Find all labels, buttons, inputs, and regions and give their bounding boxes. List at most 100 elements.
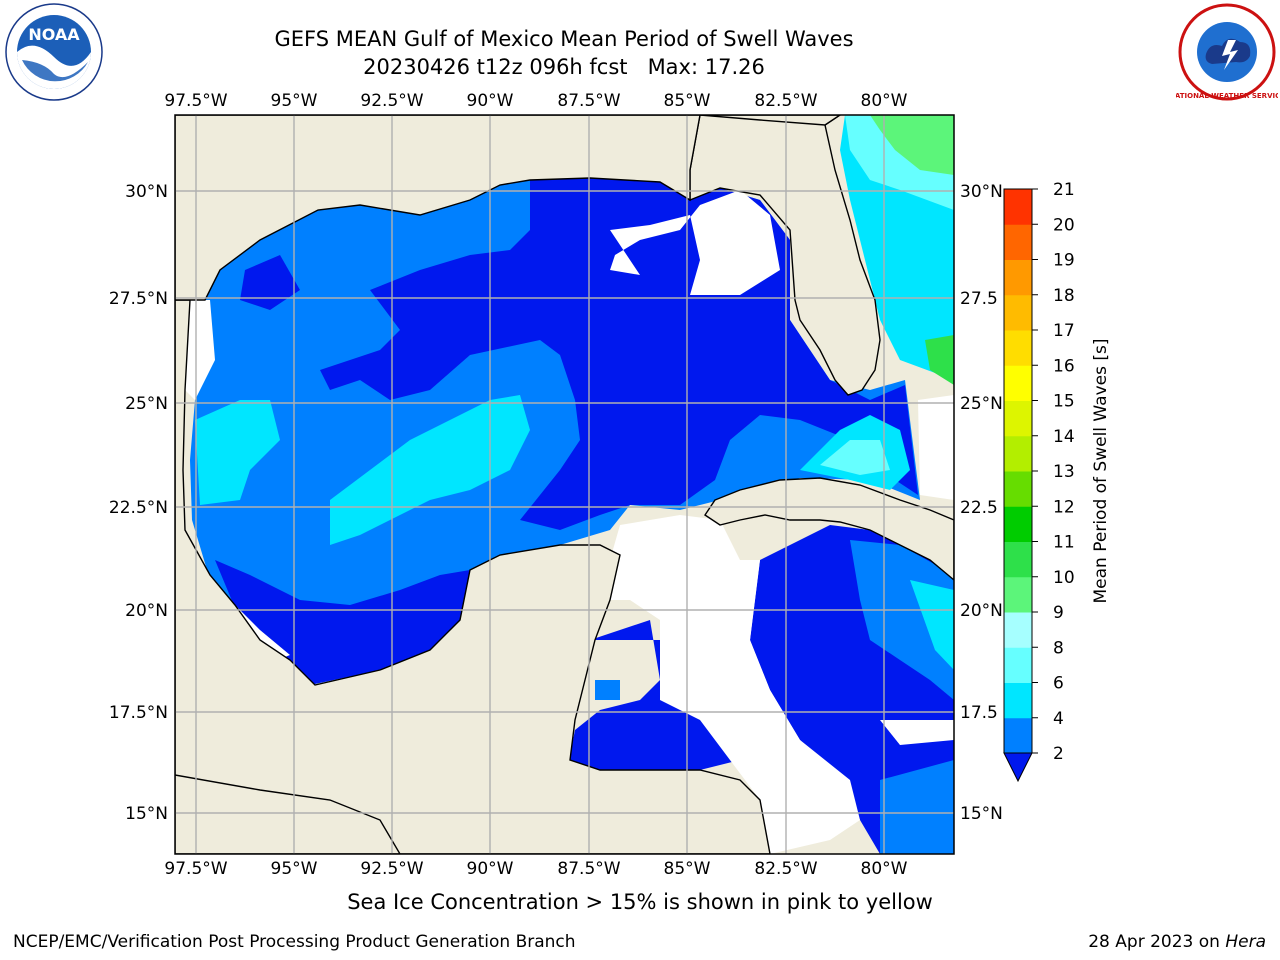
noaa-logo: NOAA	[5, 3, 103, 101]
nodata-caribbean	[880, 720, 954, 745]
graticule	[175, 115, 954, 854]
lat-label: 27.5	[960, 289, 998, 309]
lon-labels-bottom: 97.5°W 95°W 92.5°W 90°W 87.5°W 85°W 82.5…	[164, 859, 907, 879]
svg-text:NATIONAL WEATHER SERVICE: NATIONAL WEATHER SERVICE	[1176, 92, 1278, 100]
lon-label: 90°W	[467, 859, 514, 879]
colorbar-bin	[1004, 717, 1032, 754]
map-subtitle: 20230426 t12z 096h fcst Max: 17.26	[0, 55, 1128, 79]
colorbar-bin	[1004, 576, 1032, 613]
caribbean-cyan	[910, 580, 954, 670]
lat-labels-right: 30°N 27.5 25°N 22.5 20°N 17.5 15°N	[960, 182, 1003, 824]
lat-label: 17.5°N	[109, 703, 168, 723]
lat-label: 15°N	[125, 804, 168, 824]
lat-label: 30°N	[125, 182, 168, 202]
land-florida	[689, 115, 881, 396]
lon-label: 92.5°W	[360, 859, 423, 879]
footer-machine: Hera	[1225, 932, 1266, 952]
lon-label: 92.5°W	[360, 91, 423, 111]
lat-label: 25°N	[960, 394, 1003, 414]
colorbar-bin	[1004, 294, 1032, 331]
colorbar-tick-label: 21	[1053, 180, 1075, 200]
lat-label: 30°N	[960, 182, 1003, 202]
nodata-yucatan	[590, 515, 860, 854]
colorbar-tick-label: 13	[1053, 462, 1075, 482]
caribbean-west-blue	[595, 680, 620, 700]
colorbar-tick-label: 15	[1053, 392, 1075, 412]
land-cuba	[704, 477, 954, 581]
lon-label: 80°W	[861, 859, 908, 879]
lon-labels-top: 97.5°W 95°W 92.5°W 90°W 87.5°W 85°W 82.5…	[164, 91, 907, 111]
colorbar-extend-triangle	[1003, 752, 1033, 783]
lat-label: 22.5°N	[109, 498, 168, 518]
colorbar-bin	[1004, 365, 1032, 401]
colorbar-tick-label: 11	[1053, 533, 1075, 553]
lon-label: 97.5°W	[164, 91, 227, 111]
run-time: 20230426 t12z 096h fcst	[363, 55, 628, 79]
lon-label: 87.5°W	[557, 859, 620, 879]
caribbean-south	[880, 760, 954, 854]
colorbar-bin	[1004, 647, 1032, 683]
colorbar-tick-label: 17	[1053, 321, 1075, 341]
lat-label: 17.5	[960, 703, 998, 723]
lat-labels-left: 30°N 27.5°N 25°N 22.5°N 20°N 17.5°N 15°N	[109, 182, 168, 824]
lon-label: 80°W	[861, 91, 908, 111]
svg-text:NOAA: NOAA	[28, 25, 80, 44]
colorbar-bin	[1004, 189, 1032, 225]
lon-label: 82.5°W	[754, 91, 817, 111]
colorbar-tick-label: 18	[1053, 286, 1075, 306]
colorbar-bin	[1004, 612, 1032, 648]
colorbar-tick-label: 4	[1053, 709, 1064, 729]
lon-label: 95°W	[271, 859, 318, 879]
straits-light	[820, 440, 890, 475]
max-value: Max: 17.26	[647, 55, 765, 79]
gulf-cyan-tongue	[195, 400, 280, 505]
caribbean-blue	[850, 540, 954, 700]
colorbar-label: Mean Period of Swell Waves [s]	[1091, 339, 1111, 604]
land-us-coast	[175, 115, 842, 301]
colorbar-bin	[1004, 471, 1032, 507]
lat-label: 20°N	[960, 601, 1003, 621]
lon-label: 90°W	[467, 91, 514, 111]
lat-label: 15°N	[960, 804, 1003, 824]
colorbar-tick-label: 9	[1053, 603, 1064, 623]
lon-label: 82.5°W	[754, 859, 817, 879]
colorbar-tick-label: 8	[1053, 638, 1064, 658]
atlantic-green-2	[925, 335, 954, 385]
footer-credit: NCEP/EMC/Verification Post Processing Pr…	[13, 932, 576, 952]
colorbar-bin	[1004, 506, 1032, 542]
nodata-texas-coast	[185, 300, 215, 400]
land-mexico	[175, 299, 771, 854]
map-frame	[174, 114, 955, 855]
lat-label: 20°N	[125, 601, 168, 621]
colorbar-tick-label: 19	[1053, 251, 1075, 271]
colorbar-bin	[1004, 400, 1032, 437]
colorbar-tick-label: 6	[1053, 674, 1064, 694]
nws-logo: NATIONAL WEATHER SERVICE	[1176, 3, 1278, 101]
lat-label: 27.5°N	[109, 289, 168, 309]
lat-label: 25°N	[125, 394, 168, 414]
colorbar-tick-label: 16	[1053, 356, 1075, 376]
colorbar-bin	[1004, 330, 1032, 366]
sea-ice-note: Sea Ice Concentration > 15% is shown in …	[347, 890, 933, 914]
footer-date-text: 28 Apr 2023 on	[1088, 932, 1220, 952]
map-title: GEFS MEAN Gulf of Mexico Mean Period of …	[274, 27, 854, 51]
colorbar-bin	[1004, 259, 1032, 296]
colorbar-bin	[1004, 435, 1032, 472]
lat-label: 22.5	[960, 498, 998, 518]
lon-label: 97.5°W	[164, 859, 227, 879]
lon-label: 85°W	[664, 91, 711, 111]
colorbar-tick-label: 12	[1053, 497, 1075, 517]
colorbar-bin	[1004, 224, 1032, 260]
colorbar-bin	[1004, 541, 1032, 578]
colorbar-bin	[1004, 682, 1032, 719]
colorbar-tick-label: 10	[1053, 568, 1075, 588]
colorbar-tick-label: 2	[1053, 744, 1064, 764]
lon-label: 95°W	[271, 91, 318, 111]
atlantic-green	[870, 115, 954, 175]
gulf-west-dark	[240, 255, 300, 310]
nodata-louisiana	[610, 190, 780, 295]
lon-label: 85°W	[664, 859, 711, 879]
colorbar-tick-label: 14	[1053, 427, 1075, 447]
colorbar: 2 4 6 8 9 10 11 12 13 14 15 16 17 18 19 20 21	[1003, 180, 1075, 783]
